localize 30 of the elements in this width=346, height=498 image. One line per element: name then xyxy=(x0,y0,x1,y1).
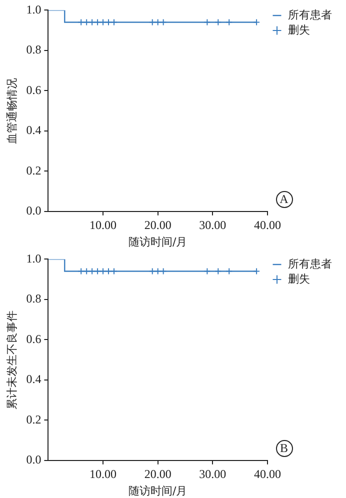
y-tick-label: 0.8 xyxy=(26,42,42,57)
y-tick-label: 0.6 xyxy=(26,332,42,346)
y-tick-label: 0.2 xyxy=(26,412,42,426)
y-tick-label: 0.8 xyxy=(26,292,42,306)
y-axis-title: 累计未发生不良事件 xyxy=(5,310,18,410)
y-tick-label: 1.0 xyxy=(26,251,42,266)
legend-label: 删失 xyxy=(288,23,310,36)
x-tick-label: 40.00 xyxy=(254,218,281,232)
text: B xyxy=(276,440,292,458)
y-tick-label: 0.2 xyxy=(26,163,42,178)
x-tick-label: 40.00 xyxy=(254,466,281,481)
x-tick-label: 20.00 xyxy=(144,218,172,232)
x-axis-title: 随访时间/月 xyxy=(128,484,188,498)
x-tick-label: 20.00 xyxy=(144,466,172,481)
legend-label: 所有患者 xyxy=(288,8,332,22)
text: A xyxy=(276,191,292,208)
legend-label: 所有患者 xyxy=(288,257,332,270)
y-tick-label: 0.0 xyxy=(26,452,42,467)
y-tick-label: 0.4 xyxy=(26,372,42,386)
y-tick-label: 1.0 xyxy=(26,2,42,16)
x-tick-label: 30.00 xyxy=(199,466,226,481)
y-tick-label: 0.4 xyxy=(26,123,42,138)
x-tick-label: 10.00 xyxy=(90,466,117,481)
y-tick-label: 0.0 xyxy=(26,204,42,218)
x-tick-label: 30.00 xyxy=(199,218,226,232)
x-axis-title: 随访时间/月 xyxy=(128,235,188,248)
x-tick-label: 10.00 xyxy=(90,218,117,232)
y-tick-label: 0.6 xyxy=(26,82,42,97)
legend-label: 删失 xyxy=(288,272,310,286)
y-axis-title: 血管通畅情况 xyxy=(5,78,18,144)
